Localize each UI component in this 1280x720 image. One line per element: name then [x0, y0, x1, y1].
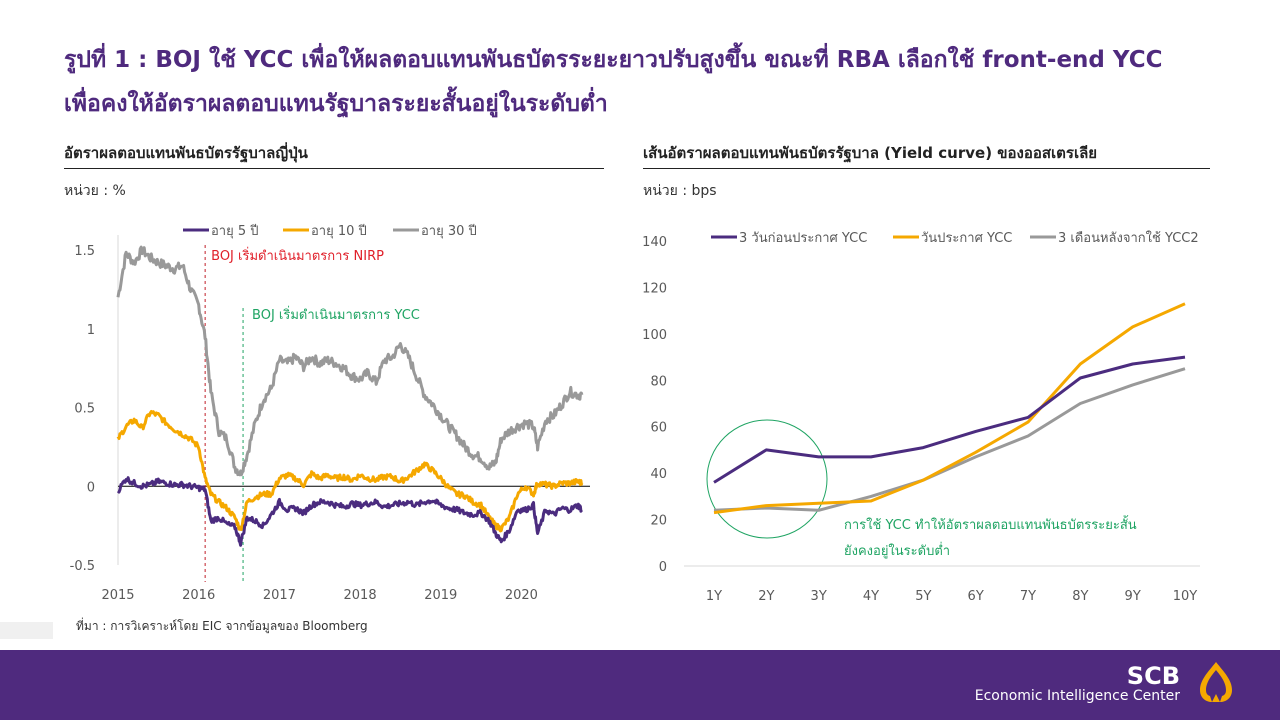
scb-lotus-icon — [1200, 662, 1232, 702]
x-tick-label: 9Y — [1125, 589, 1141, 604]
y-tick-label: 140 — [642, 235, 667, 250]
source-marker — [0, 622, 53, 639]
australia-chart-unit: หน่วย : bps — [643, 183, 717, 199]
legend-label: อายุ 30 ปี — [421, 223, 477, 239]
ycc-annotation-line-1: การใช้ YCC ทำให้อัตราผลตอบแทนพันธบัตรระย… — [844, 515, 1137, 533]
ycc-highlight-circle — [706, 419, 828, 539]
x-tick-label: 2015 — [101, 588, 134, 603]
footer-bar — [0, 650, 1280, 720]
nirp-annotation: BOJ เริ่มดำเนินมาตรการ NIRP — [211, 247, 384, 264]
logo-eic-text: Economic Intelligence Center — [974, 688, 1180, 704]
x-tick-label: 2Y — [758, 589, 774, 604]
legend-label: อายุ 10 ปี — [311, 223, 367, 239]
y-tick-label: 120 — [642, 281, 667, 296]
y-tick-label: 1.5 — [74, 244, 95, 259]
x-tick-label: 8Y — [1072, 589, 1088, 604]
logo-scb-text: SCB — [1126, 662, 1180, 690]
australia-chart-title: เส้นอัตราผลตอบแทนพันธบัตรรัฐบาล (Yield c… — [643, 144, 1098, 162]
series-line-post-ycc — [713, 367, 1186, 512]
x-tick-label: 1Y — [706, 589, 722, 604]
y-tick-label: 100 — [642, 328, 667, 343]
y-tick-label: 60 — [650, 421, 667, 436]
y-tick-label: 0.5 — [74, 402, 95, 417]
series-line-ycc-day — [713, 302, 1186, 515]
x-tick-label: 3Y — [811, 589, 827, 604]
japan-chart-divider — [64, 168, 604, 169]
y-tick-label: 0 — [87, 480, 95, 495]
y-tick-label: 40 — [650, 467, 667, 482]
legend-label: วันประกาศ YCC — [921, 231, 1012, 246]
japan-chart-title: อัตราผลตอบแทนพันธบัตรรัฐบาลญี่ปุ่น — [64, 144, 308, 162]
series-line-pre-ycc — [713, 355, 1186, 484]
source-note: ที่มา : การวิเคราะห์โดย EIC จากข้อมูลของ… — [76, 619, 368, 633]
ycc-annotation-line-2: ยังคงอยู่ในระดับต่ำ — [844, 542, 950, 559]
legend-label: 3 เดือนหลังจากใช้ YCC2 — [1058, 230, 1199, 246]
x-tick-label: 2019 — [424, 588, 457, 603]
slide-title-line-1: รูปที่ 1 : BOJ ใช้ YCC เพื่อให้ผลตอบแทนพ… — [64, 47, 1163, 73]
series-line-30y — [116, 245, 584, 477]
x-tick-label: 2016 — [182, 588, 215, 603]
x-tick-label: 4Y — [863, 589, 879, 604]
y-tick-label: 20 — [650, 514, 667, 529]
x-tick-label: 2020 — [505, 588, 538, 603]
y-tick-label: 80 — [650, 374, 667, 389]
y-tick-label: 0 — [659, 560, 667, 575]
x-tick-label: 10Y — [1173, 589, 1198, 604]
x-tick-label: 2018 — [344, 588, 377, 603]
ycc-annotation: BOJ เริ่มดำเนินมาตรการ YCC — [252, 306, 420, 323]
y-tick-label: -0.5 — [70, 559, 95, 574]
slide-title-line-2: เพื่อคงให้อัตราผลตอบแทนรัฐบาลระยะสั้นอยู… — [64, 91, 608, 117]
series-line-10y — [116, 410, 584, 533]
series-line-5y — [116, 476, 583, 547]
x-tick-label: 5Y — [915, 589, 931, 604]
legend-label: อายุ 5 ปี — [211, 223, 259, 239]
y-tick-label: 1 — [87, 323, 95, 338]
japan-chart-unit: หน่วย : % — [64, 183, 126, 199]
x-tick-label: 7Y — [1020, 589, 1036, 604]
x-tick-label: 2017 — [263, 588, 296, 603]
legend-label: 3 วันก่อนประกาศ YCC — [739, 231, 867, 246]
x-tick-label: 6Y — [968, 589, 984, 604]
slide-title: รูปที่ 1 : BOJ ใช้ YCC เพื่อให้ผลตอบแทนพ… — [64, 38, 1244, 126]
australia-chart-divider — [643, 168, 1210, 169]
